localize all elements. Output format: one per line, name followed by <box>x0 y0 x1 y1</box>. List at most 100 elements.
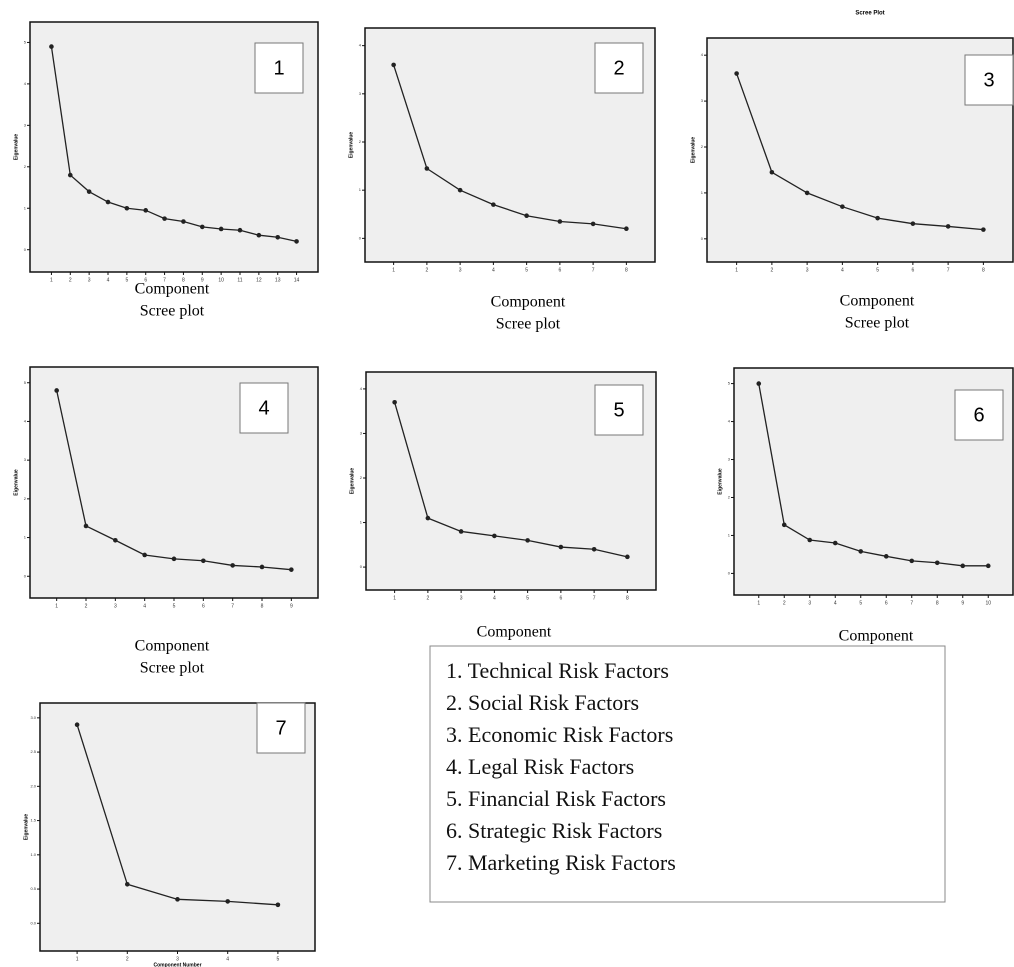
panel-number-box <box>256 702 306 754</box>
x-tick-label: 7 <box>947 267 950 273</box>
x-tick-label: 4 <box>107 277 110 283</box>
caption: Scree plot <box>140 303 205 320</box>
point <box>125 881 130 887</box>
point <box>960 563 966 569</box>
x-tick-label: 2 <box>770 267 773 273</box>
x-tick-label: 5 <box>277 956 280 962</box>
point <box>49 44 54 49</box>
point <box>105 199 111 205</box>
scree-line <box>394 402 628 558</box>
x-axis-label: Component <box>135 281 210 298</box>
point <box>392 399 397 405</box>
point <box>804 190 810 196</box>
x-axis-label: Component Number <box>153 962 201 967</box>
point <box>807 537 813 543</box>
y-tick-label: 2 <box>359 139 362 144</box>
x-tick-label: 10 <box>985 600 991 606</box>
x-tick-label: 7 <box>592 267 595 273</box>
panel-number-box <box>594 384 644 436</box>
x-tick-label: 4 <box>493 595 496 601</box>
point <box>781 522 787 528</box>
point <box>909 558 915 564</box>
y-tick-label: 5 <box>24 380 27 385</box>
y-tick-label: 2.5 <box>30 749 36 754</box>
x-tick-label: 2 <box>85 603 88 609</box>
x-tick-label: 8 <box>625 267 628 273</box>
x-tick-label: 3 <box>459 267 462 273</box>
y-tick-label: 4 <box>359 43 362 48</box>
point <box>910 221 916 226</box>
y-tick-label: 1.5 <box>30 818 36 823</box>
x-tick-label: 8 <box>261 603 264 609</box>
point <box>256 232 262 238</box>
key-box <box>429 645 946 903</box>
y-tick-label: 1.0 <box>30 852 36 857</box>
y-tick-label: 3 <box>701 98 704 103</box>
x-axis-label: Component <box>477 624 552 641</box>
x-axis-label: Component <box>840 293 915 310</box>
point <box>289 567 294 572</box>
x-tick-label: 7 <box>231 603 234 609</box>
y-tick-label: 1 <box>24 205 27 210</box>
x-tick-label: 7 <box>163 277 166 283</box>
panel-number-box <box>954 389 1004 441</box>
point <box>237 227 243 233</box>
y-tick-label: 3 <box>728 457 731 462</box>
point <box>769 169 775 175</box>
y-tick-label: 0 <box>360 564 363 569</box>
panel-number: 6 <box>973 404 984 426</box>
y-tick-label: 3 <box>360 431 363 436</box>
caption: Scree plot <box>496 316 561 333</box>
x-tick-label: 6 <box>885 600 888 606</box>
panel-number: 1 <box>273 57 284 79</box>
y-tick-label: 4 <box>701 52 704 57</box>
point <box>74 722 80 727</box>
y-tick-label: 5 <box>728 381 731 386</box>
x-tick-label: 1 <box>76 956 79 962</box>
point <box>391 62 396 68</box>
x-axis-label: Component <box>491 294 566 311</box>
x-tick-label: 5 <box>173 603 176 609</box>
y-tick-label: 0 <box>24 573 27 578</box>
point <box>934 560 940 566</box>
point <box>883 554 889 559</box>
x-tick-label: 4 <box>834 600 837 606</box>
y-axis-label: Eigenvalue <box>690 137 696 164</box>
point <box>945 224 951 229</box>
point <box>225 899 230 904</box>
point <box>275 902 281 908</box>
y-tick-label: 1 <box>24 535 27 540</box>
point <box>624 226 629 232</box>
x-tick-label: 3 <box>806 267 809 273</box>
x-tick-label: 9 <box>961 600 964 606</box>
point <box>275 234 281 240</box>
point <box>524 213 529 219</box>
x-tick-label: 5 <box>526 595 529 601</box>
key-item: 4. Legal Risk Factors <box>446 754 634 779</box>
x-axis-label: Component <box>839 628 914 645</box>
point <box>171 556 177 562</box>
x-tick-label: 4 <box>841 267 844 273</box>
x-tick-label: 4 <box>492 267 495 273</box>
x-tick-label: 5 <box>525 267 528 273</box>
y-tick-label: 3 <box>24 122 27 127</box>
y-tick-label: 2 <box>728 495 731 500</box>
y-tick-label: 2 <box>701 144 704 149</box>
x-tick-label: 5 <box>859 600 862 606</box>
scree-line <box>50 46 297 243</box>
y-tick-label: 2.0 <box>30 783 36 788</box>
panel-number: 2 <box>613 57 624 79</box>
x-tick-label: 1 <box>757 600 760 606</box>
y-tick-label: 2 <box>360 475 363 480</box>
point <box>832 540 838 546</box>
x-tick-label: 6 <box>559 595 562 601</box>
key-item: 2. Social Risk Factors <box>446 690 639 715</box>
x-tick-label: 2 <box>126 956 129 962</box>
scree-line <box>758 383 989 567</box>
x-tick-label: 2 <box>426 595 429 601</box>
x-tick-label: 2 <box>69 277 72 283</box>
y-tick-label: 0.0 <box>30 920 36 925</box>
point <box>875 215 880 221</box>
y-axis-label: Eigenvalue <box>349 468 355 495</box>
